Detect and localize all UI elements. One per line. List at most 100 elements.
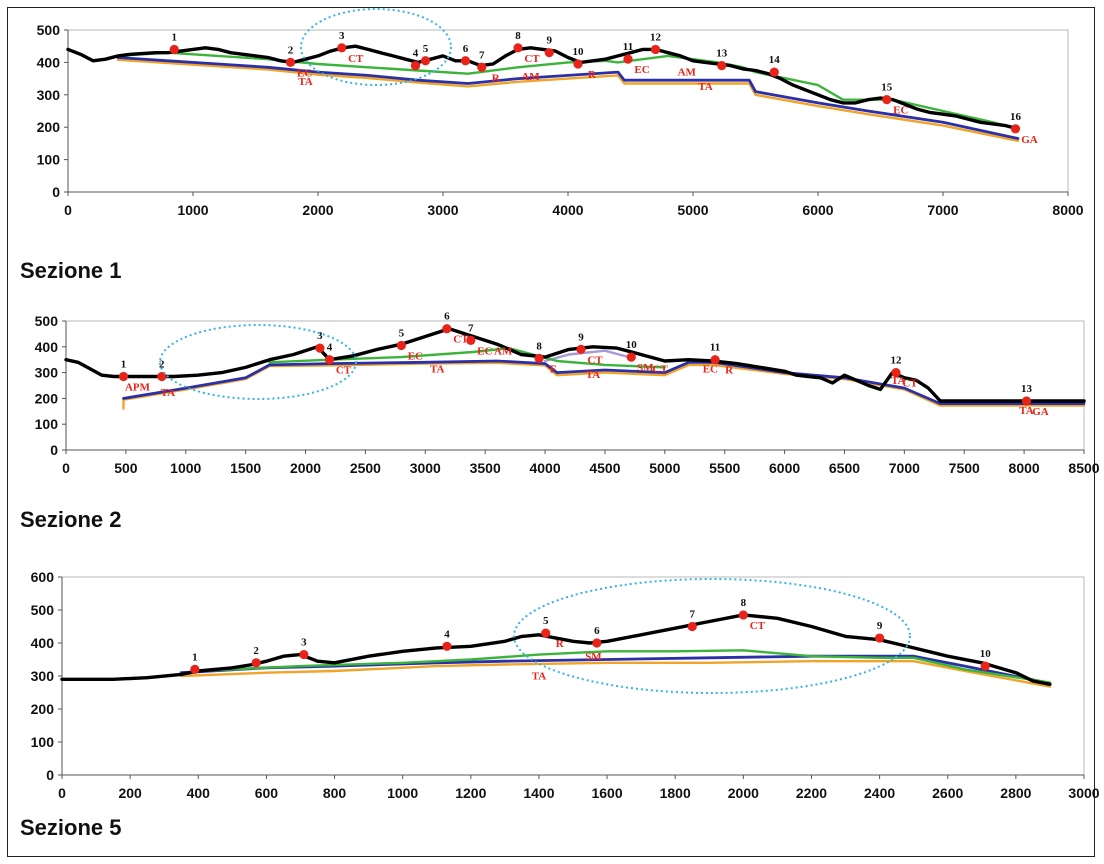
sample-point <box>769 67 779 77</box>
sample-point <box>544 48 554 58</box>
annotation-label: TA <box>586 369 601 381</box>
y-tick-label: 300 <box>31 668 55 684</box>
point-number: 6 <box>444 311 450 323</box>
point-label: EC <box>297 67 312 79</box>
x-tick-label: 3500 <box>470 460 501 476</box>
x-tick-label: 8500 <box>1068 460 1099 476</box>
sample-point <box>534 353 544 364</box>
sample-point <box>324 355 335 365</box>
x-tick-label: 0 <box>64 202 72 218</box>
y-tick-label: 0 <box>52 184 60 200</box>
x-tick-label: 2500 <box>350 460 381 476</box>
sample-point <box>573 59 583 69</box>
annotation-label: AM <box>494 346 513 358</box>
x-tick-label: 1000 <box>177 202 208 218</box>
point-number: 10 <box>626 339 638 351</box>
point-number: 5 <box>423 43 429 55</box>
point-number: 12 <box>890 355 902 367</box>
sample-point <box>190 664 200 674</box>
point-label: R <box>556 638 565 650</box>
point-label: EC <box>408 351 423 363</box>
sample-point <box>285 57 296 67</box>
point-label: GA <box>1032 406 1049 418</box>
sample-point <box>980 661 990 671</box>
point-number: 1 <box>121 358 127 370</box>
highlight-ellipse <box>300 8 452 86</box>
point-number: 2 <box>159 358 165 370</box>
point-number: 2 <box>253 645 259 657</box>
sample-point <box>717 61 727 71</box>
sample-point <box>460 56 471 66</box>
x-tick-label: 5500 <box>709 460 740 476</box>
x-tick-label: 2000 <box>302 202 333 218</box>
series-line-ct <box>122 359 1086 405</box>
y-tick-label: 100 <box>35 416 59 432</box>
point-number: 4 <box>413 48 419 60</box>
annotation-label: TA <box>891 375 906 387</box>
sample-point <box>466 335 476 345</box>
x-tick-label: 7000 <box>889 460 920 476</box>
x-tick-label: 1200 <box>455 785 486 801</box>
sample-point <box>442 641 452 651</box>
x-tick-label: 4000 <box>552 202 583 218</box>
point-label: CT <box>348 53 364 65</box>
y-tick-label: 200 <box>37 119 61 135</box>
point-number: 3 <box>317 330 323 342</box>
annotation-label: TA <box>161 387 176 399</box>
sample-point <box>650 44 661 55</box>
point-number: 7 <box>479 49 485 61</box>
highlight-ellipse <box>159 324 357 400</box>
annotation-label: AM <box>678 66 697 78</box>
point-label: R <box>588 69 597 81</box>
sample-point <box>337 43 347 53</box>
point-number: 13 <box>716 48 728 60</box>
point-label: F <box>550 363 557 375</box>
point-label: GA <box>1021 134 1038 146</box>
point-number: 8 <box>515 30 521 42</box>
y-tick-label: 200 <box>35 390 59 406</box>
annotation-label: AM <box>521 71 540 83</box>
point-number: 7 <box>468 322 474 334</box>
y-tick-label: 100 <box>31 734 55 750</box>
point-number: 2 <box>288 44 294 56</box>
sample-point <box>315 343 325 353</box>
x-tick-label: 5000 <box>677 202 708 218</box>
section-title-1: Sezione 1 <box>20 258 122 283</box>
section-title-5: Sezione 5 <box>20 815 122 840</box>
x-tick-label: 400 <box>187 785 211 801</box>
point-label: EC <box>634 64 649 76</box>
sample-point <box>623 54 633 64</box>
x-tick-label: 1000 <box>170 460 201 476</box>
series-line-am <box>197 649 1052 684</box>
point-label: CT <box>750 620 766 632</box>
point-number: 11 <box>623 41 633 53</box>
point-number: 1 <box>172 31 178 43</box>
panel-sezione-2: 0 100 200 300 400 500 0 500 1000 1500 2000 2500 3000… <box>0 300 1104 540</box>
sample-point <box>738 610 748 620</box>
series-line-ct <box>116 56 1020 140</box>
y-tick-label: 0 <box>50 442 58 458</box>
point-number: 7 <box>689 609 695 621</box>
sample-point <box>420 56 431 66</box>
x-tick-label: 6000 <box>802 202 833 218</box>
x-tick-label: 7000 <box>927 202 958 218</box>
x-tick-label: 0 <box>62 460 70 476</box>
series-line-sm <box>543 349 631 363</box>
sample-point <box>687 621 697 632</box>
y-tick-label: 500 <box>37 22 61 38</box>
sample-point <box>891 368 901 378</box>
point-number: 1 <box>192 651 198 663</box>
sample-point <box>541 628 551 638</box>
section-title-2: Sezione 2 <box>20 507 122 532</box>
series-line-ta <box>180 660 1052 688</box>
point-number: 15 <box>881 82 893 94</box>
x-tick-label: 8000 <box>1052 202 1083 218</box>
series-line-ta <box>116 58 1020 142</box>
annotation-label: TA <box>698 81 713 93</box>
x-tick-label: 0 <box>58 785 66 801</box>
point-number: 3 <box>339 30 345 42</box>
point-number: 13 <box>1021 383 1033 395</box>
x-tick-label: 3000 <box>410 460 441 476</box>
